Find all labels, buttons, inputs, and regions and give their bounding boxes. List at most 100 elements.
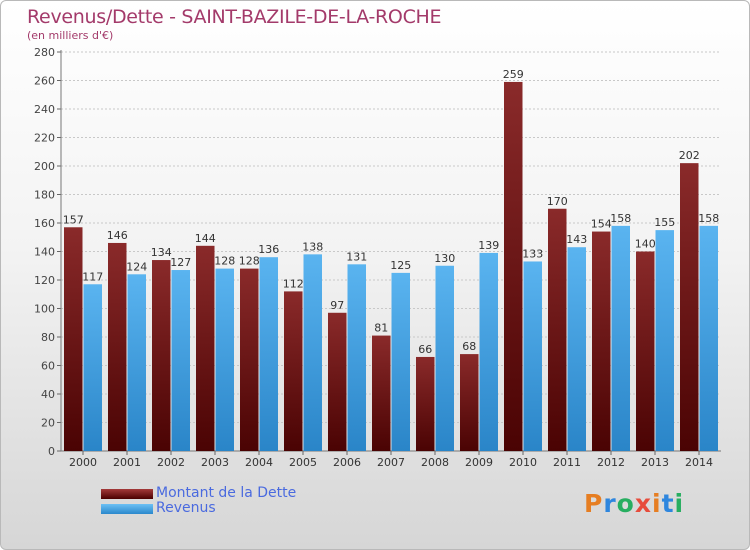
data-label-revenus: 125 <box>390 259 411 272</box>
bar-dette <box>504 81 523 452</box>
bar-revenus <box>655 230 674 451</box>
bar-dette <box>680 163 699 451</box>
data-label-revenus: 131 <box>346 250 367 263</box>
x-tick-label: 2005 <box>289 456 317 469</box>
bar-dette <box>592 231 611 451</box>
bar-revenus <box>391 272 410 451</box>
data-label-revenus: 155 <box>654 216 675 229</box>
bar-dette <box>328 312 347 451</box>
bar-dette <box>548 208 567 451</box>
chart-title: Revenus/Dette - SAINT-BAZILE-DE-LA-ROCHE <box>27 6 442 28</box>
bar-dette <box>240 268 259 451</box>
bar-revenus <box>611 225 630 451</box>
y-tick-label: 100 <box>34 303 55 316</box>
bar-revenus <box>171 270 190 451</box>
y-tick-label: 240 <box>34 103 55 116</box>
bars <box>64 81 718 452</box>
legend-swatch-dette <box>101 489 153 499</box>
x-tick-label: 2011 <box>553 456 581 469</box>
data-label-revenus: 143 <box>566 233 587 246</box>
y-tick-label: 280 <box>34 46 55 59</box>
data-label-revenus: 158 <box>698 212 719 225</box>
y-tick-label: 0 <box>48 445 55 458</box>
bar-revenus <box>83 284 102 451</box>
legend-swatch-revenus <box>101 504 153 514</box>
data-label-dette: 112 <box>283 277 304 290</box>
x-tick-label: 2003 <box>201 456 229 469</box>
data-label-dette: 68 <box>462 340 476 353</box>
y-tick-label: 260 <box>34 75 55 88</box>
chart-subtitle: (en milliers d'€) <box>27 29 114 42</box>
x-tick-label: 2002 <box>157 456 185 469</box>
x-tick-label: 2013 <box>641 456 669 469</box>
data-label-dette: 202 <box>679 149 700 162</box>
x-tick-label: 2012 <box>597 456 625 469</box>
x-tick-label: 2004 <box>245 456 273 469</box>
x-tick-label: 2001 <box>113 456 141 469</box>
x-tick-label: 2008 <box>421 456 449 469</box>
bar-dette <box>284 291 303 451</box>
y-tick-label: 220 <box>34 132 55 145</box>
data-label-revenus: 117 <box>82 270 103 283</box>
y-tick-label: 80 <box>41 331 55 344</box>
data-label-revenus: 136 <box>258 243 279 256</box>
axes: 0 20 40 60 80 100 120 140 160 180 200 220 240 260 280 2… <box>34 46 721 469</box>
data-label-revenus: 124 <box>126 260 147 273</box>
data-label-dette: 81 <box>374 322 388 335</box>
y-tick-label: 200 <box>34 160 55 173</box>
legend-label-dette: Montant de la Dette <box>156 485 297 501</box>
data-label-dette: 97 <box>330 299 344 312</box>
bar-revenus <box>347 264 366 451</box>
data-label-revenus: 133 <box>522 247 543 260</box>
data-label-dette: 66 <box>418 343 432 356</box>
data-label-dette: 140 <box>635 238 656 251</box>
x-tick-label: 2007 <box>377 456 405 469</box>
bar-revenus <box>303 254 322 451</box>
bar-revenus <box>127 274 146 451</box>
bar-revenus <box>479 252 498 451</box>
bar-dette <box>372 335 391 451</box>
bar-dette <box>636 251 655 451</box>
proxiti-logo: Proxiti <box>584 489 685 518</box>
bar-revenus <box>259 257 278 451</box>
data-label-dette: 259 <box>503 68 524 81</box>
data-label-revenus: 138 <box>302 240 323 253</box>
bar-dette <box>416 356 435 451</box>
data-label-revenus: 128 <box>214 255 235 268</box>
data-label-dette: 128 <box>239 255 260 268</box>
y-tick-label: 140 <box>34 246 55 259</box>
data-label-dette: 157 <box>63 213 84 226</box>
data-label-dette: 134 <box>151 246 172 259</box>
x-tick-label: 2010 <box>509 456 537 469</box>
y-tick-label: 160 <box>34 217 55 230</box>
data-label-dette: 144 <box>195 232 216 245</box>
bar-dette <box>152 260 171 451</box>
bar-revenus <box>567 247 586 451</box>
legend-label-revenus: Revenus <box>156 500 216 516</box>
x-tick-label: 2006 <box>333 456 361 469</box>
y-tick-label: 40 <box>41 388 55 401</box>
x-tick-label: 2014 <box>685 456 713 469</box>
bar-revenus <box>699 225 718 451</box>
data-label-revenus: 158 <box>610 212 631 225</box>
data-label-dette: 154 <box>591 218 612 231</box>
x-tick-label: 2000 <box>69 456 97 469</box>
data-label-revenus: 139 <box>478 239 499 252</box>
data-label-revenus: 130 <box>434 252 455 265</box>
bar-revenus <box>215 268 234 451</box>
y-tick-label: 120 <box>34 274 55 287</box>
bar-dette <box>64 227 83 451</box>
bar-revenus <box>523 261 542 451</box>
x-tick-label: 2009 <box>465 456 493 469</box>
grid-lines <box>61 51 721 452</box>
y-tick-label: 60 <box>41 360 55 373</box>
y-tick-label: 20 <box>41 417 55 430</box>
y-tick-label: 180 <box>34 189 55 202</box>
bar-dette <box>460 354 479 451</box>
bar-dette <box>108 242 127 451</box>
data-label-dette: 146 <box>107 229 128 242</box>
bar-revenus <box>435 265 454 451</box>
